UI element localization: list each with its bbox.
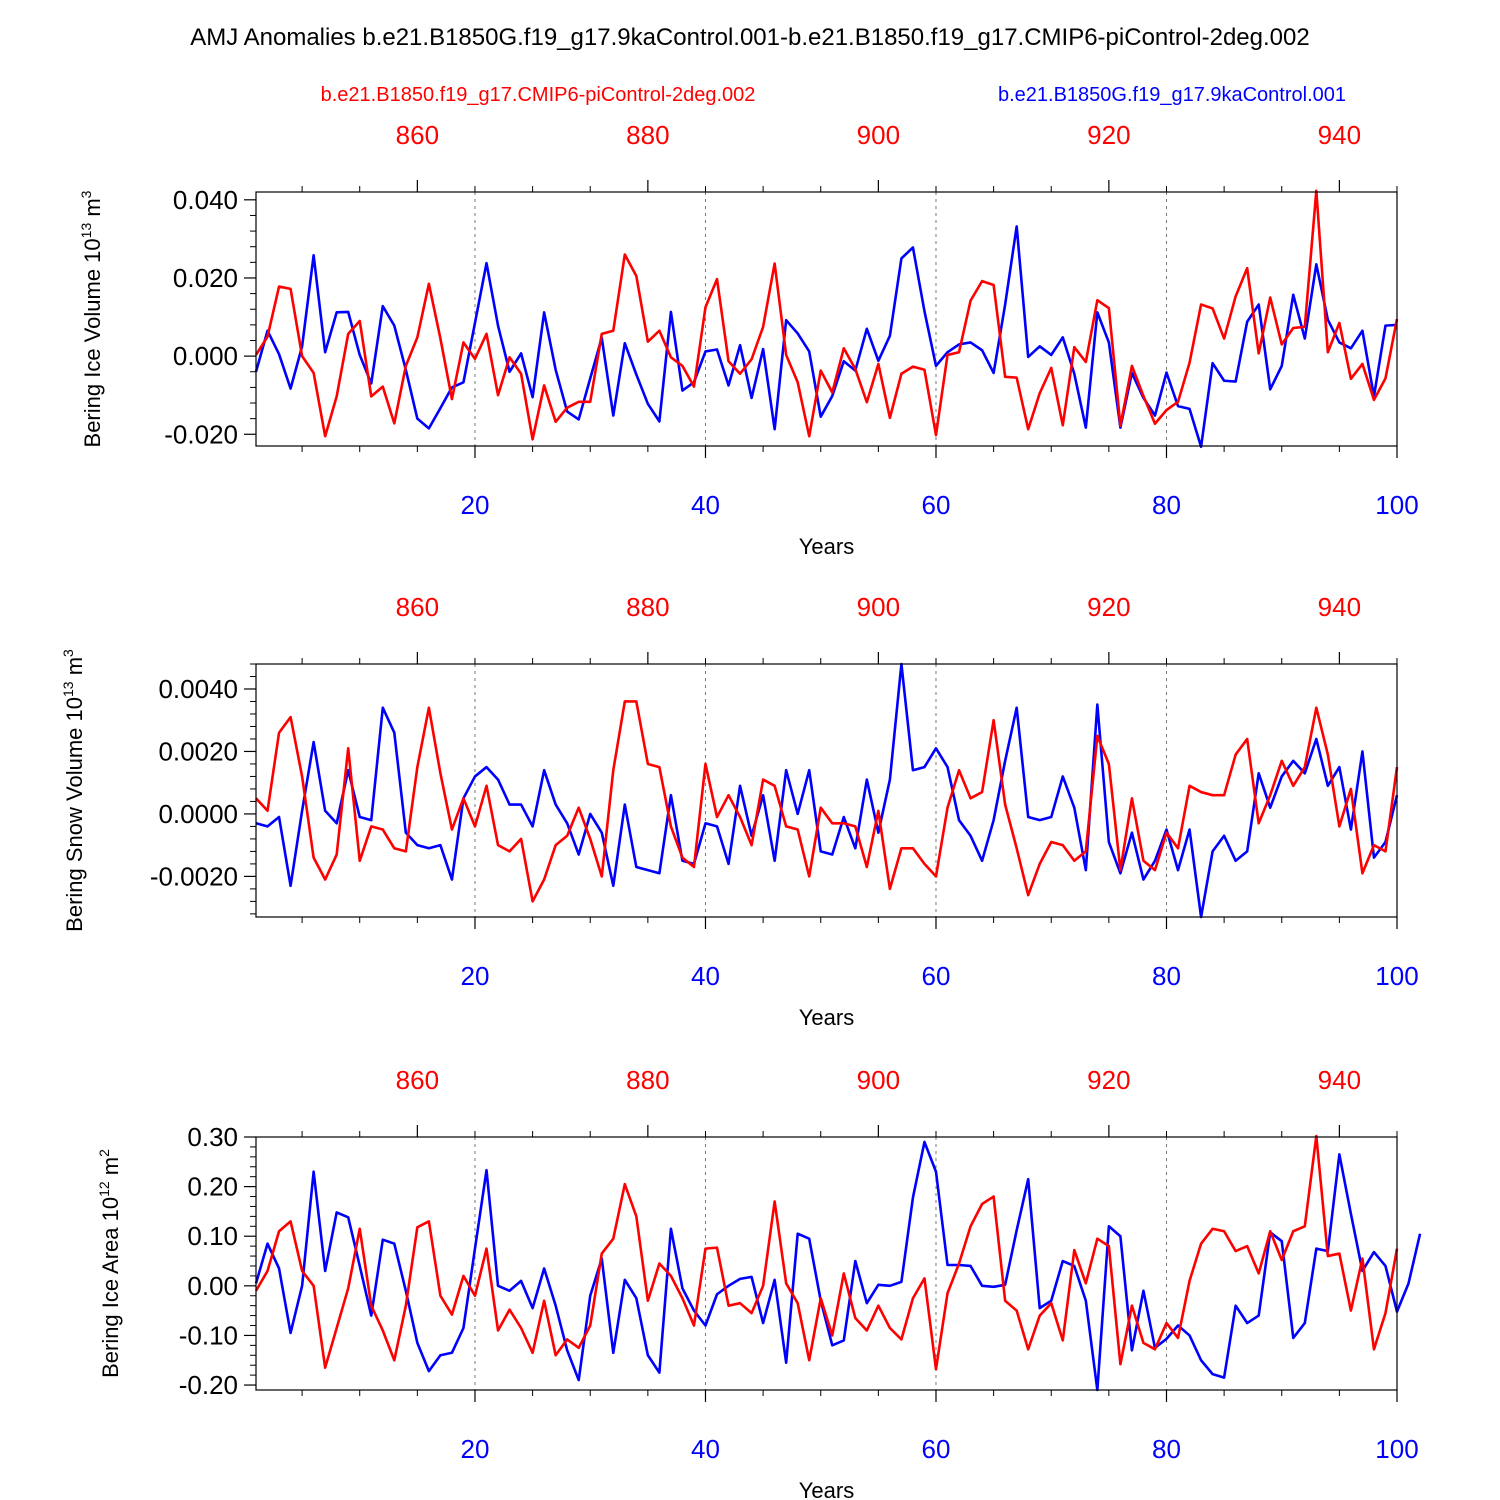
series-line-blue (254, 1140, 1422, 1392)
x-axis-title: Years (799, 1478, 854, 1500)
x-tick-label: 40 (691, 490, 720, 520)
y-tick-label: -0.0020 (150, 861, 238, 891)
y-tick-label: 0.020 (173, 263, 238, 293)
top-x-tick-label: 880 (626, 592, 669, 622)
top-x-tick-label: 940 (1318, 1065, 1361, 1095)
x-tick-label: 40 (691, 961, 720, 991)
top-x-tick-label: 880 (626, 1065, 669, 1095)
plot-frame (255, 191, 1398, 447)
x-axis-title: Years (799, 1005, 854, 1030)
x-tick-label: 60 (922, 490, 951, 520)
y-tick-label: 0.000 (173, 341, 238, 371)
series-line-blue (255, 662, 1399, 919)
plot-frame (255, 1136, 1398, 1391)
y-tick-label: 0.040 (173, 185, 238, 215)
top-x-tick-label: 860 (396, 120, 439, 150)
legend-left-label: b.e21.B1850.f19_g17.CMIP6-piControl-2deg… (321, 84, 756, 106)
x-tick-label: 20 (461, 961, 490, 991)
top-x-tick-label: 920 (1087, 120, 1130, 150)
x-tick-label: 100 (1375, 961, 1418, 991)
x-tick-label: 100 (1375, 490, 1418, 520)
y-tick-label: 0.0020 (158, 736, 238, 766)
top-x-tick-label: 920 (1087, 1065, 1130, 1095)
x-tick-label: 100 (1375, 1434, 1418, 1464)
panel-1: -0.020 0.000 0.020 0.040 20 40 60 80 100 860 880 90… (78, 120, 1419, 559)
series-line-red (255, 700, 1399, 903)
y-tick-label: -0.020 (164, 419, 238, 449)
chart-title: AMJ Anomalies b.e21.B1850G.f19_g17.9kaCo… (190, 24, 1309, 51)
top-x-tick-label: 860 (396, 592, 439, 622)
top-x-tick-label: 940 (1318, 592, 1361, 622)
x-tick-label: 60 (922, 961, 951, 991)
y-tick-label: -0.10 (179, 1320, 238, 1350)
x-axis-title: Years (799, 534, 854, 559)
x-tick-label: 80 (1152, 490, 1181, 520)
top-x-tick-label: 860 (396, 1065, 439, 1095)
top-x-tick-label: 880 (626, 120, 669, 150)
panel-3: -0.20 -0.10 0.00 0.10 0.20 0.30 20 40 60 80 100 860… (96, 1065, 1422, 1500)
y-tick-label: 0.30 (187, 1122, 238, 1152)
top-x-tick-label: 900 (857, 120, 900, 150)
panel-2: -0.0020 0.0000 0.0020 0.0040 20 40 60 80 100 860 8… (60, 592, 1419, 1030)
y-tick-label: 0.00 (187, 1271, 238, 1301)
legend-right-label: b.e21.B1850G.f19_g17.9kaControl.001 (998, 84, 1346, 106)
series-line-red (254, 189, 1399, 441)
y-tick-label: 0.0000 (158, 799, 238, 829)
x-tick-label: 20 (461, 1434, 490, 1464)
top-x-tick-label: 940 (1318, 120, 1361, 150)
y-axis-title: Bering Snow Volume 1013 m3 (60, 649, 87, 932)
x-tick-label: 80 (1152, 961, 1181, 991)
plot-frame (255, 663, 1398, 918)
series-line-blue (254, 225, 1398, 449)
x-tick-label: 60 (922, 1434, 951, 1464)
x-tick-label: 80 (1152, 1434, 1181, 1464)
top-x-tick-label: 900 (857, 592, 900, 622)
series-line-red (254, 1134, 1399, 1371)
top-x-tick-label: 900 (857, 1065, 900, 1095)
y-axis-title: Bering Ice Area 1012 m2 (96, 1149, 123, 1378)
x-tick-label: 40 (691, 1434, 720, 1464)
y-tick-label: 0.0040 (158, 674, 238, 704)
top-x-tick-label: 920 (1087, 592, 1130, 622)
y-tick-label: 0.10 (187, 1221, 238, 1251)
y-tick-label: -0.20 (179, 1370, 238, 1400)
x-tick-label: 20 (461, 490, 490, 520)
y-tick-label: 0.20 (187, 1172, 238, 1202)
panels-container: -0.020 0.000 0.020 0.040 20 40 60 80 100 860 880 90… (60, 120, 1422, 1500)
y-axis-title: Bering Ice Volume 1013 m3 (78, 190, 105, 447)
